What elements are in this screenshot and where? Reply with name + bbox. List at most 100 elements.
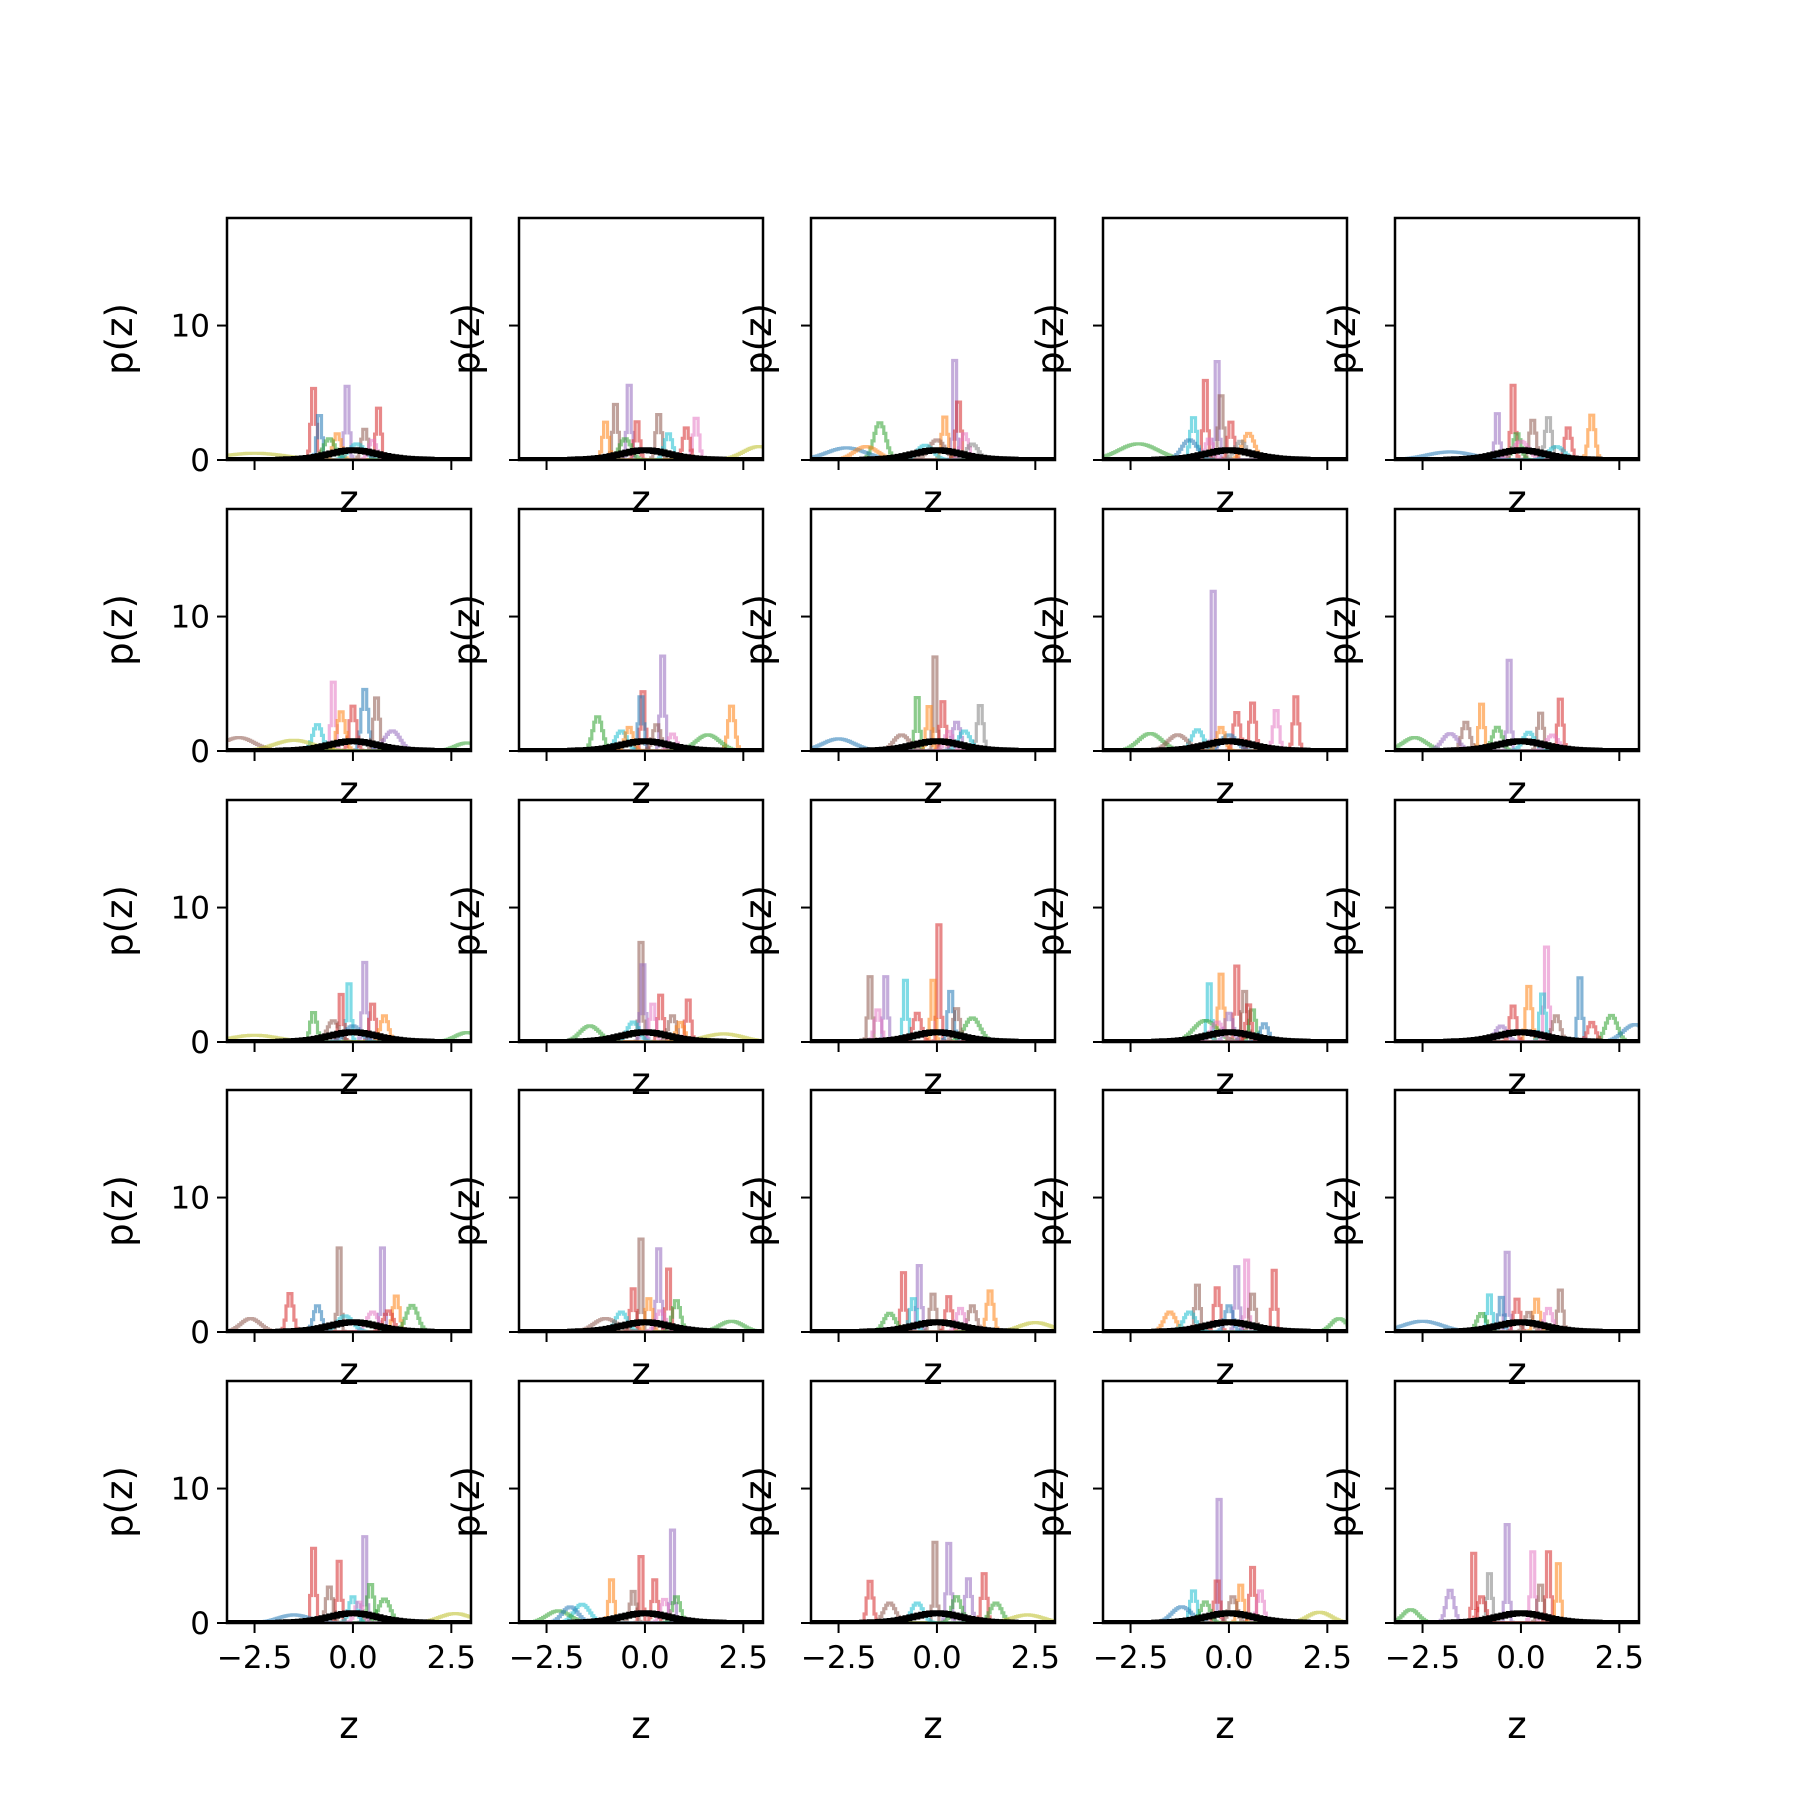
posterior-curve-7 — [811, 438, 1055, 460]
y-axis-label: p(z) — [445, 885, 488, 957]
axes-frame — [1393, 216, 1641, 462]
posterior-curve-6 — [1103, 1019, 1347, 1042]
subplot-1-5: z p(z) — [1321, 216, 1641, 521]
y-axis-label: p(z) — [1321, 303, 1364, 375]
y-axis-label: p(z) — [98, 885, 141, 957]
subplot-3-5: z p(z) — [1321, 798, 1641, 1103]
y-axis-label: p(z) — [1321, 594, 1364, 666]
posterior-curve-6 — [227, 427, 471, 460]
axes-frame — [1101, 798, 1349, 1044]
x-tick-label: −2.5 — [801, 1640, 876, 1676]
posterior-curve-2 — [1103, 972, 1347, 1042]
plot-area — [811, 1540, 1055, 1623]
x-tick-label: 0.0 — [1204, 1640, 1253, 1676]
plot-area — [1103, 1497, 1347, 1623]
plot-area — [227, 960, 471, 1042]
posterior-curve-5 — [1103, 420, 1347, 460]
posterior-curve-9 — [1103, 733, 1347, 751]
x-tick-label: 2.5 — [427, 1640, 476, 1676]
plot-area — [519, 383, 763, 460]
y-axis-label: p(z) — [98, 1466, 141, 1538]
posterior-curve-8 — [227, 736, 471, 751]
axes-frame — [1393, 507, 1641, 753]
x-tick-label: 2.5 — [1011, 1640, 1060, 1676]
posterior-curve-9 — [811, 1613, 1055, 1623]
x-tick-label: 0.0 — [620, 1640, 669, 1676]
axes-frame — [225, 798, 473, 1044]
subplot-5-1: −2.5 0.0 2.5 0 10 z p(z) — [98, 1379, 476, 1747]
plot-area — [811, 358, 1055, 460]
plot-area — [1395, 383, 1639, 460]
y-tick-label: 10 — [171, 891, 210, 927]
posterior-curve-1 — [811, 358, 1055, 460]
posterior-curve-6 — [1395, 725, 1639, 751]
subplot-1-1: 0 10 z p(z) — [98, 216, 473, 521]
posterior-curve-10 — [519, 1309, 763, 1332]
subplot-3-1: 0 10 z p(z) — [98, 798, 473, 1103]
posterior-curve-2 — [227, 982, 471, 1042]
x-axis-label: z — [1507, 1350, 1526, 1393]
y-tick-label: 10 — [171, 309, 210, 345]
posterior-curve-3 — [519, 1287, 763, 1332]
y-tick-label: 0 — [190, 1315, 210, 1351]
x-tick-label: −2.5 — [217, 1640, 292, 1676]
x-axis-label: z — [339, 1350, 358, 1393]
x-axis-label: z — [923, 769, 942, 812]
y-tick-label: 10 — [171, 600, 210, 636]
subplot-5-3: −2.5 0.0 2.5 z p(z) — [737, 1379, 1060, 1747]
y-axis-label: p(z) — [445, 303, 488, 375]
x-tick-label: −2.5 — [509, 1640, 584, 1676]
subplot-3-2: z p(z) — [445, 798, 765, 1103]
posterior-curve-10 — [811, 729, 1055, 751]
posterior-curve-9 — [1103, 1595, 1347, 1623]
subplot-2-5: z p(z) — [1321, 507, 1641, 812]
posterior-curve-6 — [227, 710, 471, 751]
posterior-curve-3 — [1103, 1579, 1347, 1623]
y-axis-label: p(z) — [1321, 1175, 1364, 1247]
posterior-curve-9 — [1395, 1583, 1639, 1623]
posterior-curve-6 — [1395, 1013, 1639, 1042]
posterior-curve-8 — [519, 729, 763, 751]
axes-frame — [517, 1379, 765, 1625]
x-axis-label: z — [631, 478, 650, 521]
subplot-2-1: 0 10 z p(z) — [98, 507, 473, 812]
posterior-curve-8 — [519, 1609, 763, 1623]
posterior-curve-2 — [811, 1540, 1055, 1623]
x-axis-label: z — [1507, 769, 1526, 812]
x-tick-label: 0.0 — [1496, 1640, 1545, 1676]
posterior-curve-10 — [1103, 725, 1347, 751]
posterior-curve-7 — [1395, 432, 1639, 460]
x-tick-label: 0.0 — [912, 1640, 961, 1676]
axes-frame — [225, 216, 473, 462]
posterior-curve-5 — [1395, 1004, 1639, 1042]
y-axis-label: p(z) — [98, 1175, 141, 1247]
axes-frame — [1393, 798, 1641, 1044]
posterior-curve-10 — [1103, 1600, 1347, 1623]
plot-area — [811, 923, 1055, 1042]
posterior-curve-9 — [519, 1020, 763, 1042]
y-axis-label: p(z) — [737, 885, 780, 957]
plot-area — [1395, 1250, 1639, 1332]
x-tick-label: 2.5 — [719, 1640, 768, 1676]
posterior-curve-6 — [1395, 1297, 1639, 1332]
posterior-curve-7 — [227, 1317, 471, 1332]
x-tick-label: 2.5 — [1303, 1640, 1352, 1676]
subplot-5-2: −2.5 0.0 2.5 z p(z) — [445, 1379, 768, 1747]
x-axis-label: z — [339, 478, 358, 521]
posterior-curve-7 — [1395, 736, 1639, 751]
posterior-curve-2 — [227, 687, 471, 751]
posterior-curve-8 — [1103, 1020, 1347, 1042]
x-axis-label: z — [1215, 1704, 1234, 1747]
posterior-curve-7 — [519, 1310, 763, 1332]
y-axis-label: p(z) — [1029, 303, 1072, 375]
subplot-3-4: z p(z) — [1029, 798, 1349, 1103]
plot-area — [519, 1528, 763, 1623]
posterior-curve-1 — [1395, 1523, 1639, 1623]
posterior-curve-7 — [1395, 1022, 1639, 1042]
posterior-curve-10 — [227, 1024, 471, 1042]
y-axis-label: p(z) — [737, 303, 780, 375]
posterior-curve-6 — [519, 723, 763, 751]
posterior-curve-4 — [519, 704, 763, 751]
posterior-curve-6 — [519, 420, 763, 460]
